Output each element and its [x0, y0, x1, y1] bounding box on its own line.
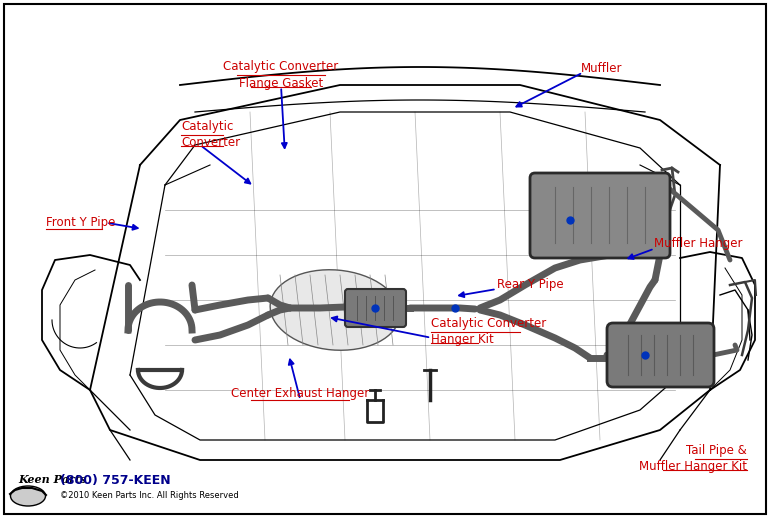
- Text: Rear Y Pipe: Rear Y Pipe: [497, 278, 564, 292]
- Text: Center Exhaust Hanger: Center Exhaust Hanger: [231, 387, 370, 400]
- Text: Keen Parts: Keen Parts: [18, 474, 86, 485]
- FancyBboxPatch shape: [345, 289, 406, 327]
- Text: (800) 757-KEEN: (800) 757-KEEN: [60, 474, 171, 487]
- Text: Muffler: Muffler: [581, 62, 623, 75]
- Ellipse shape: [11, 486, 45, 506]
- Text: Catalytic Converter
Hanger Kit: Catalytic Converter Hanger Kit: [431, 317, 547, 346]
- Text: ©2010 Keen Parts Inc. All Rights Reserved: ©2010 Keen Parts Inc. All Rights Reserve…: [60, 491, 239, 500]
- FancyBboxPatch shape: [530, 173, 670, 258]
- Text: Front Y Pipe: Front Y Pipe: [46, 216, 116, 229]
- Text: Tail Pipe &
Muffler Hanger Kit: Tail Pipe & Muffler Hanger Kit: [639, 444, 747, 473]
- Ellipse shape: [270, 270, 400, 350]
- Text: Muffler Hanger: Muffler Hanger: [654, 237, 743, 250]
- Text: Catalytic
Converter: Catalytic Converter: [181, 120, 240, 149]
- FancyBboxPatch shape: [607, 323, 714, 387]
- Text: Catalytic Converter
Flange Gasket: Catalytic Converter Flange Gasket: [223, 61, 339, 90]
